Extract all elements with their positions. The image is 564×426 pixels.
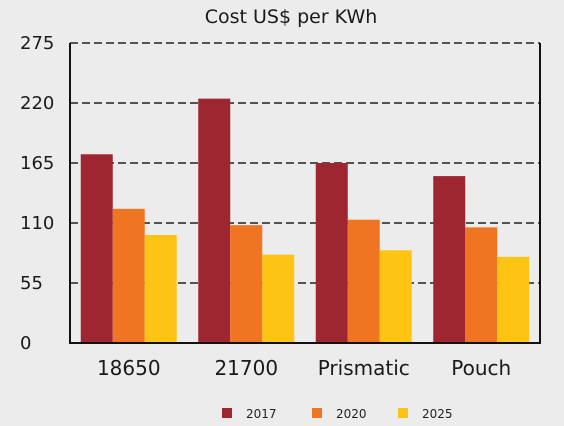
y-tick-label: 55 [20, 273, 43, 294]
chart-title: Cost US$ per KWh [205, 6, 378, 28]
bar-2025-18650 [144, 235, 177, 343]
bars [80, 98, 530, 344]
bar-2025-Prismatic [379, 250, 412, 343]
legend-label-2020: 2020 [336, 407, 367, 421]
bar-2017-18650 [80, 154, 113, 343]
axes [69, 43, 541, 344]
bar-2017-Pouch [433, 176, 466, 343]
legend-label-2025: 2025 [422, 407, 453, 421]
legend: 2017 2020 2025 [222, 407, 453, 421]
y-tick-label: 220 [20, 93, 54, 114]
bar-2025-21700 [262, 254, 295, 343]
bar-2020-18650 [112, 208, 145, 343]
y-tick-label: 0 [20, 333, 31, 354]
x-category-label: 18650 [97, 356, 161, 380]
bar-2020-Prismatic [347, 219, 380, 343]
bar-2017-21700 [198, 98, 231, 344]
y-tick-label: 165 [20, 153, 54, 174]
legend-label-2017: 2017 [246, 407, 277, 421]
bar-2017-Prismatic [315, 163, 348, 343]
legend-swatch-2017 [222, 408, 232, 418]
bar-2025-Pouch [497, 256, 530, 343]
y-tick-label: 110 [20, 213, 54, 234]
y-axis-ticks: 0 55 110 165 220 275 [20, 33, 54, 354]
legend-swatch-2025 [398, 408, 408, 418]
y-tick-label: 275 [20, 33, 54, 54]
legend-swatch-2020 [312, 408, 322, 418]
x-category-label: Pouch [451, 356, 511, 380]
bar-2020-Pouch [465, 227, 498, 343]
x-category-label: 21700 [214, 356, 278, 380]
bar-2020-21700 [230, 225, 263, 343]
x-category-label: Prismatic [318, 356, 410, 380]
x-axis-categories: 18650 21700 Prismatic Pouch [97, 356, 511, 380]
